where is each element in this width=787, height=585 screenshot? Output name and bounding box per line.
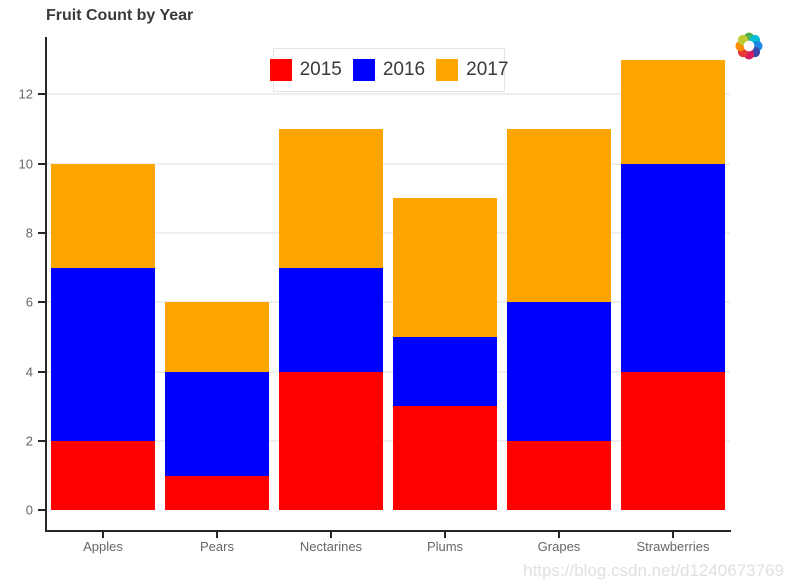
bar-segment-plums-2016[interactable]: [393, 336, 497, 407]
bar-segment-nectarines-2017[interactable]: [279, 128, 383, 268]
y-axis-tick-label-10: 10: [18, 156, 33, 172]
bar-segment-strawberries-2017[interactable]: [621, 59, 725, 164]
y-axis-tick-10: [38, 162, 46, 165]
x-axis-tick-grapes: [558, 531, 560, 538]
bar-segment-strawberries-2015[interactable]: [621, 371, 725, 511]
legend-item-2016[interactable]: 2016: [352, 59, 426, 81]
bar-segment-pears-2015[interactable]: [165, 475, 269, 511]
legend-swatch-2017: [436, 59, 459, 81]
x-axis-tick-nectarines: [330, 531, 332, 538]
y-axis-line: [45, 37, 47, 532]
legend-label-2017: 2017: [466, 59, 509, 80]
y-axis-tick-label-6: 6: [25, 294, 33, 310]
y-axis-tick-label-0: 0: [25, 502, 33, 518]
bar-segment-apples-2016[interactable]: [51, 267, 155, 441]
x-axis-label-apples: Apples: [83, 539, 123, 554]
y-axis-tick-label-12: 12: [18, 86, 33, 102]
x-axis-tick-plums: [444, 531, 446, 538]
gridline-y-2: [46, 439, 730, 442]
legend-item-2015[interactable]: 2015: [269, 59, 342, 81]
plot-area: [46, 37, 730, 531]
gridline-y-12: [46, 93, 730, 96]
legend-item-2017[interactable]: 2017: [436, 59, 508, 81]
watermark-url: https://blog.csdn.net/d1240673769: [523, 561, 784, 580]
y-axis-tick-2: [38, 439, 46, 442]
chart-title: Fruit Count by Year: [46, 7, 194, 24]
legend-swatch-2015: [269, 59, 292, 81]
bar-segment-nectarines-2016[interactable]: [279, 267, 383, 372]
colorful-pinwheel-logo-icon[interactable]: [735, 32, 763, 60]
bar-segment-grapes-2016[interactable]: [507, 302, 611, 441]
x-axis-line: [45, 530, 731, 532]
gridline-y-6: [46, 301, 730, 304]
x-axis-tick-pears: [216, 531, 218, 538]
bar-segment-pears-2016[interactable]: [165, 371, 269, 476]
gridline-y-4: [46, 370, 730, 373]
bar-segment-apples-2015[interactable]: [51, 440, 155, 511]
y-axis-tick-0: [38, 509, 46, 512]
y-axis-tick-6: [38, 301, 46, 304]
gridline-y-10: [46, 162, 730, 165]
y-axis-tick-8: [38, 231, 46, 234]
gridline-y-8: [46, 231, 730, 234]
x-axis-label-plums: Plums: [426, 539, 464, 554]
x-axis-label-grapes: Grapes: [537, 539, 581, 554]
y-axis-tick-12: [38, 93, 46, 96]
bar-segment-apples-2017[interactable]: [51, 163, 155, 268]
bar-segment-plums-2017[interactable]: [393, 198, 497, 337]
bar-segment-strawberries-2016[interactable]: [621, 163, 725, 372]
legend-label-2016: 2016: [382, 59, 426, 80]
x-axis-tick-apples: [102, 531, 104, 538]
bar-segment-grapes-2017[interactable]: [507, 128, 611, 303]
x-axis-label-strawberries: Strawberries: [636, 539, 710, 554]
bar-segment-nectarines-2015[interactable]: [279, 371, 383, 511]
x-axis-label-nectarines: Nectarines: [299, 539, 363, 554]
y-axis-tick-label-8: 8: [25, 225, 33, 241]
legend-label-2015: 2015: [299, 59, 342, 80]
x-axis-tick-strawberries: [672, 531, 674, 538]
y-axis-tick-label-4: 4: [25, 364, 33, 380]
bar-segment-plums-2015[interactable]: [393, 406, 497, 511]
chart-legend: 2015 2016 2017: [269, 48, 508, 92]
logo-center-hole: [743, 40, 755, 52]
y-axis-tick-label-2: 2: [25, 433, 33, 449]
x-axis-label-pears: Pears: [200, 539, 234, 554]
legend-swatch-2016: [352, 59, 375, 81]
bar-segment-pears-2017[interactable]: [165, 302, 269, 372]
bar-segment-grapes-2015[interactable]: [507, 440, 611, 511]
y-axis-tick-4: [38, 370, 46, 373]
